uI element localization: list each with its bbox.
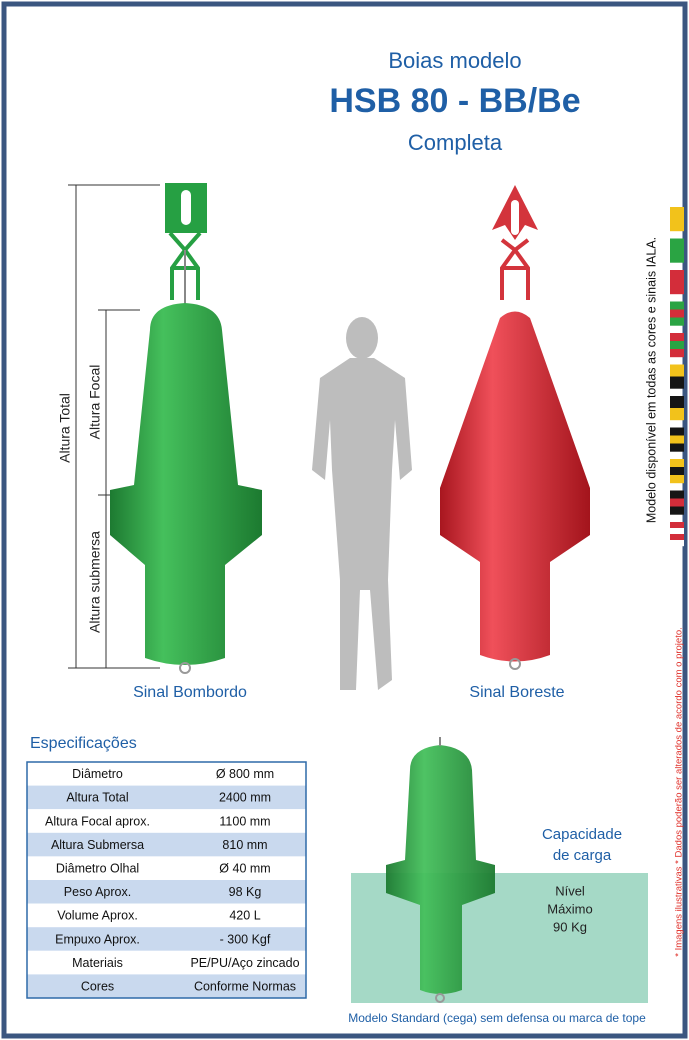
- swatch: [670, 528, 684, 534]
- swatch: [670, 428, 684, 436]
- caption: Modelo Standard (cega) sem defensa ou ma…: [348, 1011, 646, 1025]
- page: Boias modelo HSB 80 - BB/Be Completa Alt…: [0, 0, 689, 1040]
- dimension-label: Altura Focal: [87, 365, 103, 440]
- capacity-title: Capacidade: [542, 826, 622, 843]
- swatch: [670, 270, 684, 294]
- table-cell: Peso Aprox.: [64, 885, 131, 899]
- datasheet: Boias modelo HSB 80 - BB/Be Completa Alt…: [0, 0, 689, 1040]
- table-cell: Empuxo Aprox.: [55, 932, 140, 946]
- table-cell: 420 L: [229, 909, 260, 923]
- swatch: [670, 444, 684, 452]
- swatch: [670, 408, 684, 420]
- swatch: [670, 396, 684, 408]
- header-line: Boias modelo: [388, 48, 521, 73]
- table-cell: 98 Kg: [229, 885, 262, 899]
- table-cell: PE/PU/Aço zincado: [190, 956, 299, 970]
- buoy-label: Sinal Boreste: [469, 684, 564, 701]
- swatch: [670, 318, 684, 326]
- capacity-level: Máximo: [547, 901, 593, 916]
- table-cell: Ø 800 mm: [216, 767, 274, 781]
- swatch: [670, 540, 684, 546]
- table-cell: 2400 mm: [219, 791, 271, 805]
- swatch: [670, 467, 684, 475]
- title: HSB 80 - BB/Be: [329, 82, 580, 120]
- table-cell: Conforme Normas: [194, 979, 296, 993]
- swatch: [670, 534, 684, 540]
- swatch: [670, 302, 684, 310]
- capacity-level: 90 Kg: [553, 919, 587, 934]
- table-cell: 810 mm: [222, 838, 267, 852]
- swatch: [670, 522, 684, 528]
- table-cell: Altura Focal aprox.: [45, 814, 150, 828]
- disclaimer: * Imagens ilustrativas * Dados poderão s…: [674, 627, 685, 957]
- table-cell: 1100 mm: [219, 814, 270, 828]
- table-cell: Materiais: [72, 956, 123, 970]
- swatch: [670, 436, 684, 444]
- specs-table: Diâmetro Ø 800 mm Altura Total 2400 mm Altur…: [27, 762, 306, 998]
- side-note: Modelo disponível em todas as cores e si…: [644, 237, 658, 523]
- dimension-label: Altura Total: [57, 393, 73, 463]
- table-cell: Altura Total: [66, 791, 128, 805]
- table-cell: Diâmetro Olhal: [56, 861, 139, 875]
- color-swatches: [670, 207, 684, 546]
- table-cell: Cores: [81, 979, 114, 993]
- swatch: [670, 310, 684, 318]
- swatch: [670, 377, 684, 389]
- table-cell: - 300 Kgf: [220, 932, 271, 946]
- dimension-label: Altura submersa: [87, 531, 103, 633]
- swatch: [670, 499, 684, 507]
- table-cell: Volume Aprox.: [57, 909, 138, 923]
- subtitle: Completa: [408, 130, 503, 155]
- table-cell: Altura Submersa: [51, 838, 144, 852]
- swatch: [670, 333, 684, 341]
- buoy-label: Sinal Bombordo: [133, 684, 247, 701]
- swatch: [670, 349, 684, 357]
- swatch: [670, 491, 684, 499]
- swatch: [670, 365, 684, 377]
- specs-title: Especificações: [30, 735, 137, 752]
- capacity-title: de carga: [553, 847, 612, 864]
- swatch: [670, 475, 684, 483]
- swatch: [670, 459, 684, 467]
- table-cell: Ø 40 mm: [219, 861, 270, 875]
- swatch: [670, 207, 684, 231]
- capacity-level: Nível: [555, 883, 585, 898]
- swatch: [670, 507, 684, 515]
- swatch: [670, 341, 684, 349]
- swatch: [670, 239, 684, 263]
- table-cell: Diâmetro: [72, 767, 123, 781]
